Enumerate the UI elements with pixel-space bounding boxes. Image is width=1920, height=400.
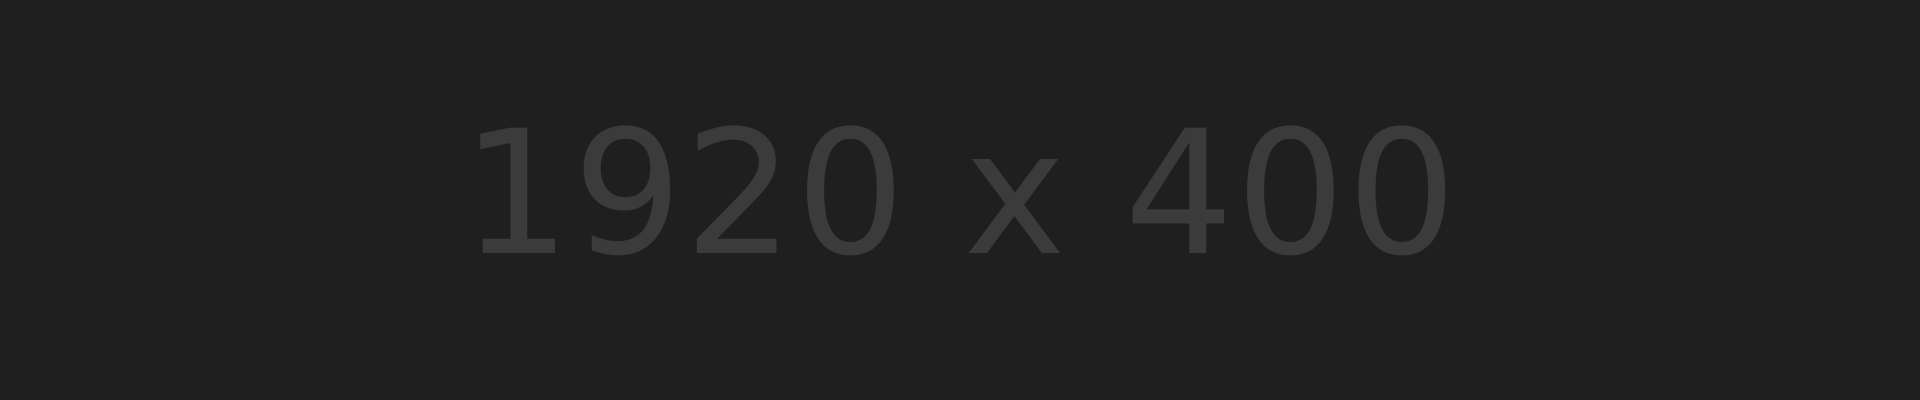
placeholder-dimensions-label: 1920 x 400 xyxy=(461,93,1459,294)
